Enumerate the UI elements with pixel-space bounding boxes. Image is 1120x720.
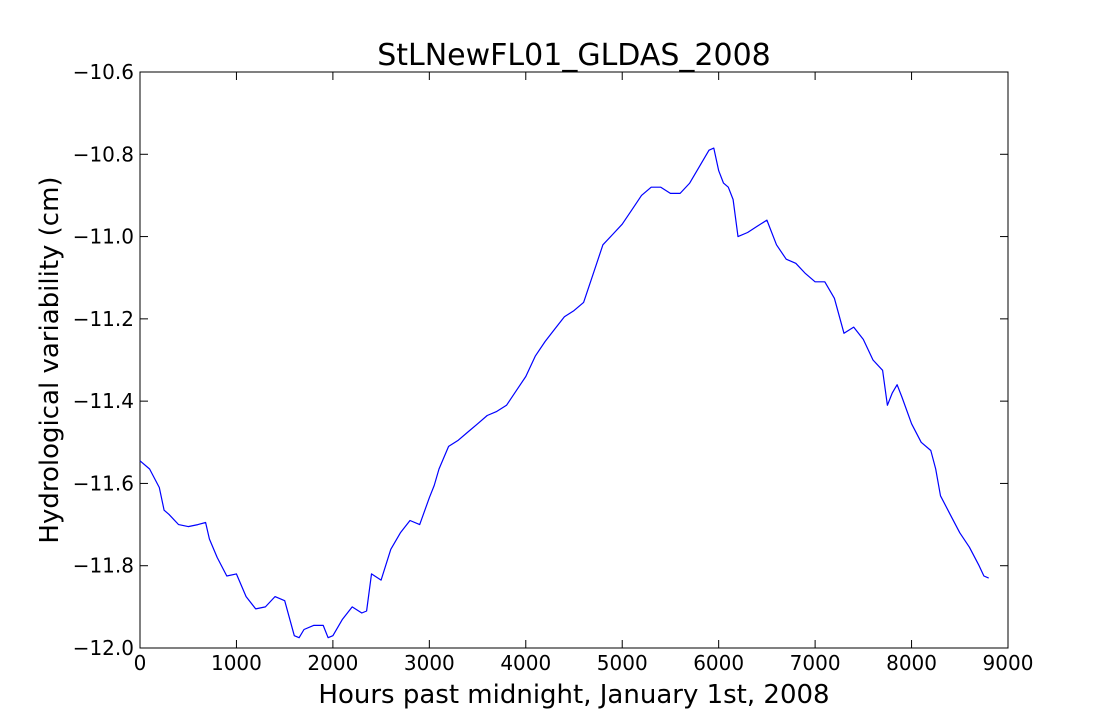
y-tick-label-3: −11.4 [73,389,134,413]
x-tick-label-1000: 1000 [211,651,262,675]
x-tick-label-7000: 7000 [790,651,841,675]
y-tick-label-4: −11.2 [73,307,134,331]
y-tick-label-0: −12.0 [73,636,134,660]
x-tick-label-6000: 6000 [693,651,744,675]
y-tick-label-6: −10.8 [73,142,134,166]
y-tick-label-1: −11.8 [73,554,134,578]
series-line-0 [139,147,989,639]
y-axis-label: Hydrological variability (cm) [35,176,65,543]
x-tick-label-4000: 4000 [500,651,551,675]
x-tick-label-3000: 3000 [404,651,455,675]
x-tick-label-8000: 8000 [886,651,937,675]
plot-area: 0 1000 2000 3000 4000 5000 6000 7000 8000 9000 −12… [73,60,1034,675]
y-tick-label-2: −11.6 [73,471,134,495]
x-tick-label-5000: 5000 [597,651,648,675]
x-tick-label-0: 0 [134,651,147,675]
y-tick-label-5: −11.0 [73,225,134,249]
y-tick-label-7: −10.6 [73,60,134,84]
x-tick-label-9000: 9000 [983,651,1034,675]
chart-title: StLNewFL01_GLDAS_2008 [377,38,771,73]
plot-frame [139,71,1009,649]
x-tick-label-2000: 2000 [307,651,358,675]
x-axis-label: Hours past midnight, January 1st, 2008 [318,680,829,710]
